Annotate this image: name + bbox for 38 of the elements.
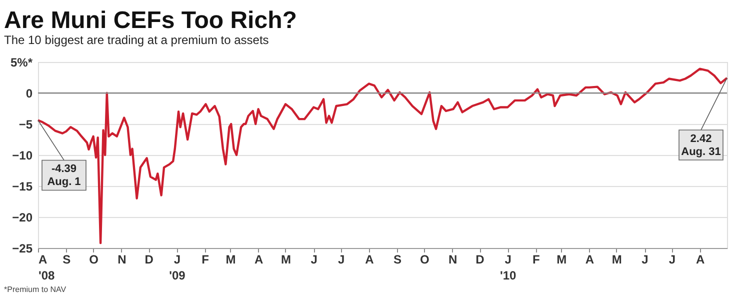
x-tick-label: M [612,252,622,266]
x-tick-label: S [62,252,71,266]
x-tick-label: M [556,252,567,266]
x-tick-label: S [393,252,402,266]
x-tick-label: J [668,252,676,266]
x-tick-label: A '08 [38,252,56,282]
y-tick-label: −25 [12,242,33,256]
x-tick-label: J [310,252,318,266]
x-tick-label: F [532,252,540,266]
x-tick-label: D [476,252,485,266]
x-tick-label: A [254,252,264,266]
x-tick-label: O [89,252,98,266]
x-tick-label: O [420,252,430,266]
y-tick-label: −20 [12,210,33,224]
text: *Premium to NAV [4,285,67,294]
y-tick-label: 5%* [10,56,33,70]
y-tick-label: 0 [26,86,33,100]
x-tick-label: A [365,252,374,266]
x-tick-label: M [226,252,236,266]
y-tick-label: −5 [18,118,33,132]
x-tick-label: J [338,252,345,266]
line-series [36,68,728,244]
x-tick-label: D [144,252,154,266]
annotation: -4.39 Aug. 1 [47,163,81,188]
x-tick-label: J '10 [500,252,517,282]
x-tick-label: M [280,252,291,266]
chart-title: Are Muni CEFs Too Rich? [4,7,297,34]
y-tick-label: −10 [12,148,33,162]
annotation: 2.42 Aug. 31 [681,132,721,158]
x-tick-label: F [202,252,209,266]
x-tick-label: N [118,252,126,266]
x-tick-label: J [642,252,648,266]
x-tick-label: A [696,252,705,266]
x-tick-label: N [448,252,458,266]
chart-subtitle: The 10 biggest are trading at a premium to assets [4,33,269,47]
x-tick-label: A [585,252,594,266]
x-tick-label: J '09 [169,252,186,282]
y-tick-label: −15 [12,180,33,194]
